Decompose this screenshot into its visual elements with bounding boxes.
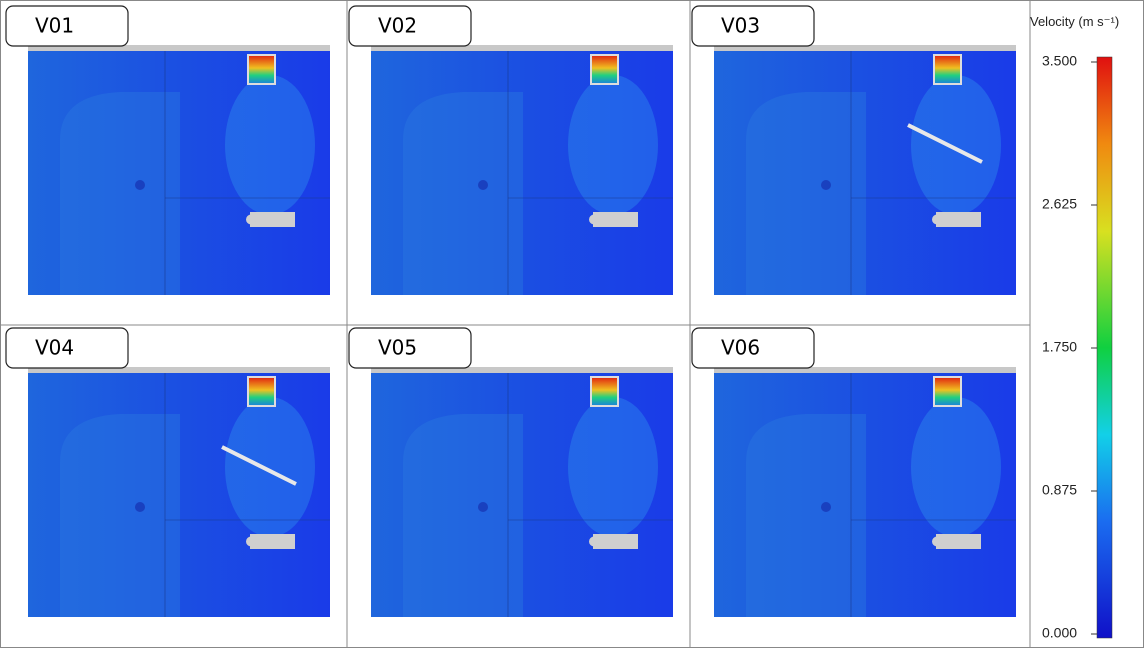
flow-region <box>225 75 315 215</box>
body-region <box>746 414 866 617</box>
vortex <box>821 502 831 512</box>
nozzle <box>936 212 981 227</box>
colorbar-title: Velocity (m s⁻¹) <box>1030 14 1119 29</box>
inlet <box>248 55 275 84</box>
nozzle-tip <box>932 215 942 225</box>
nozzle-tip <box>589 215 599 225</box>
nozzle <box>593 212 638 227</box>
flow-region <box>911 75 1001 215</box>
nozzle-tip <box>589 537 599 547</box>
vortex <box>478 502 488 512</box>
flow-region <box>225 397 315 537</box>
vortex <box>135 502 145 512</box>
nozzle-tip <box>246 537 256 547</box>
panel: V06 <box>692 328 1016 617</box>
nozzle <box>250 212 295 227</box>
inlet <box>248 377 275 406</box>
tick-label: 3.500 <box>1042 53 1077 69</box>
panel-label: V01 <box>35 14 74 38</box>
nozzle <box>250 534 295 549</box>
vortex <box>135 180 145 190</box>
vortex <box>821 180 831 190</box>
flow-region <box>911 397 1001 537</box>
panel: V05 <box>349 328 673 617</box>
vortex <box>478 180 488 190</box>
body-region <box>746 92 866 295</box>
nozzle <box>936 534 981 549</box>
nozzle <box>593 534 638 549</box>
nozzle-tip <box>246 215 256 225</box>
flow-region <box>568 397 658 537</box>
page: {"panels": [{"label": "V01"}, {"label": … <box>0 0 1144 648</box>
tick-label: 0.875 <box>1042 482 1077 498</box>
panel: V01 <box>6 6 330 295</box>
panel-label: V03 <box>721 14 760 38</box>
panel-label: V02 <box>378 14 417 38</box>
panel-label: V05 <box>378 336 417 360</box>
inlet <box>934 377 961 406</box>
body-region <box>60 92 180 295</box>
inlet <box>934 55 961 84</box>
panel-label: V06 <box>721 336 760 360</box>
body-region <box>60 414 180 617</box>
body-region <box>403 92 523 295</box>
inlet <box>591 55 618 84</box>
panel: V04 <box>6 328 330 617</box>
panel-label: V04 <box>35 336 74 360</box>
tick-label: 2.625 <box>1042 196 1077 212</box>
inlet <box>591 377 618 406</box>
nozzle-tip <box>932 537 942 547</box>
figure: Velocity (m s⁻¹) V01 V02 V03 V04 V05 V06 3.500… <box>0 0 1144 648</box>
tick-label: 0.000 <box>1042 625 1077 641</box>
tick-label: 1.750 <box>1042 339 1077 355</box>
colorbar <box>1097 57 1112 638</box>
body-region <box>403 414 523 617</box>
panel: V02 <box>349 6 673 295</box>
panel: V03 <box>692 6 1016 295</box>
flow-region <box>568 75 658 215</box>
